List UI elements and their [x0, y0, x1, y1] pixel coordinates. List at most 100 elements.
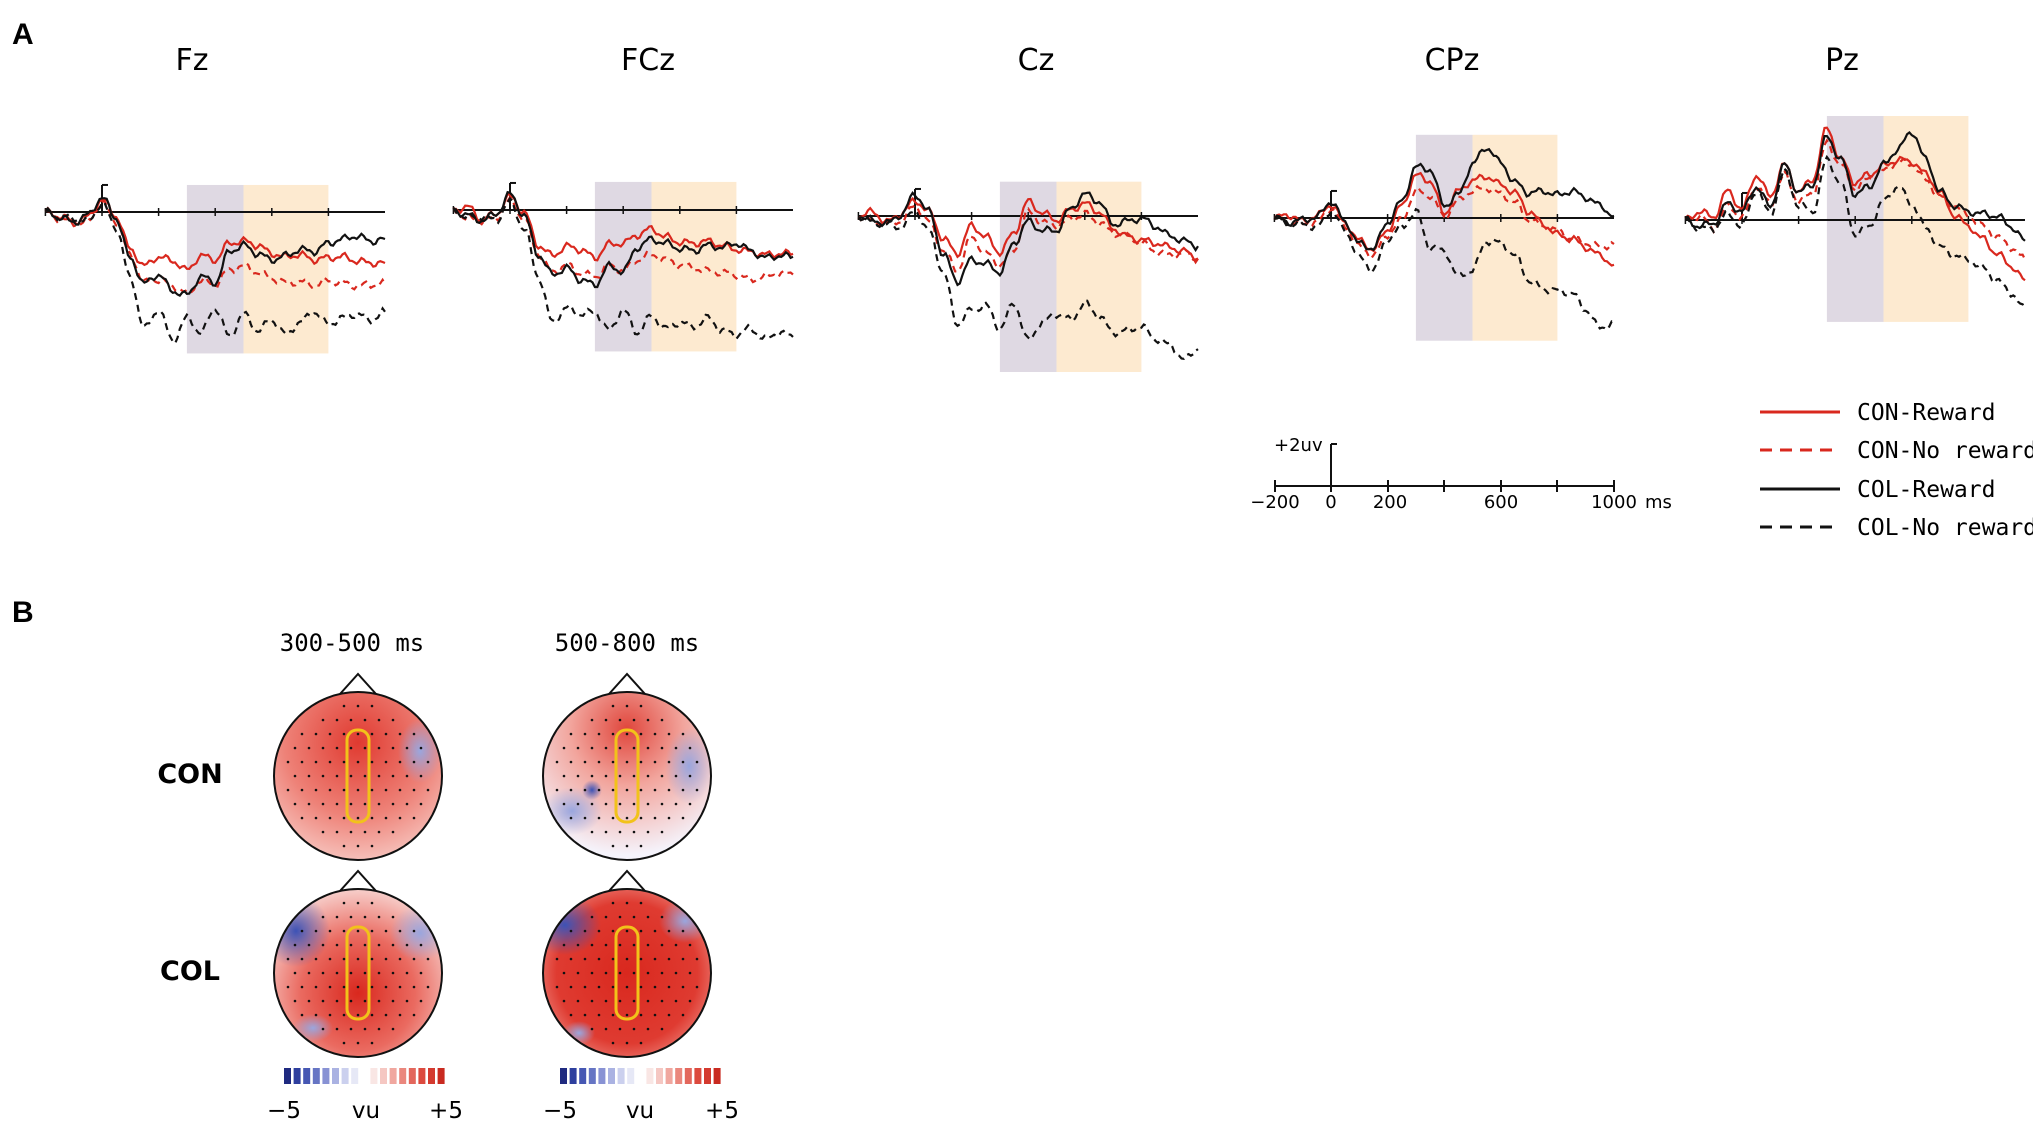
electrode-dot	[321, 915, 325, 919]
electrode-dot	[349, 718, 353, 722]
erp-channel-fcz: FCz	[452, 43, 794, 352]
electrode-dot	[625, 901, 629, 905]
electrode-dot	[653, 1013, 657, 1017]
electrode-dot	[611, 704, 615, 708]
electrode-dot	[384, 788, 388, 792]
topomap-panel: 300-500 ms 500-800 ms CON COL	[157, 629, 739, 1124]
electrode-dot	[426, 788, 430, 792]
electrode-dot	[314, 957, 318, 961]
colorbar-cell	[627, 1068, 635, 1084]
colorbar-cell	[694, 1068, 702, 1084]
electrode-dot	[356, 901, 360, 905]
electrode-dot	[688, 746, 692, 750]
electrode-dot	[412, 788, 416, 792]
electrode-dot	[583, 760, 587, 764]
electrode-dot	[391, 802, 395, 806]
colorbar-cell	[665, 1068, 673, 1084]
electrode-dot	[569, 957, 573, 961]
electrode-dot	[660, 971, 664, 975]
legend: CON-Reward CON-No reward COL-Reward COL-…	[1760, 400, 2033, 541]
electrode-dot	[611, 844, 615, 848]
electrode-dot	[349, 774, 353, 778]
electrode-dot	[646, 774, 650, 778]
electrode-dot	[384, 929, 388, 933]
electrode-dot	[639, 732, 643, 736]
electrode-dot	[349, 830, 353, 834]
electrode-dots	[286, 901, 430, 1045]
series-line-col-no-reward	[857, 209, 1199, 360]
electrode-dot	[611, 1013, 615, 1017]
colorbar-cell	[608, 1068, 615, 1084]
colorbar-cell	[408, 1068, 416, 1084]
electrode-dot	[583, 957, 587, 961]
electrode-dot	[618, 943, 622, 947]
electrode-dot	[335, 943, 339, 947]
electrode-dot	[293, 999, 297, 1003]
electrode-dot	[639, 985, 643, 989]
legend-label-col-no-reward: COL-No reward	[1857, 515, 2033, 541]
electrode-dot	[363, 915, 367, 919]
electrode-dot	[562, 802, 566, 806]
electrode-dot	[632, 943, 636, 947]
electrode-dot	[405, 774, 409, 778]
electrode-dot	[590, 802, 594, 806]
roi-highlight	[345, 925, 371, 1021]
electrode-dot	[681, 957, 685, 961]
electrode-dot	[412, 957, 416, 961]
colorbar-cell	[341, 1068, 349, 1084]
electrode-dot	[363, 971, 367, 975]
electrode-dot	[321, 999, 325, 1003]
electrode-dot	[555, 957, 559, 961]
electrode-dot	[342, 957, 346, 961]
electrode-dot	[321, 1027, 325, 1031]
electrode-dot	[293, 746, 297, 750]
colorbar-min-label: −5	[267, 1098, 301, 1124]
electrode-dot	[632, 915, 636, 919]
time-window-500-800	[1883, 116, 1969, 322]
electrode-dot	[653, 985, 657, 989]
electrode-dot	[618, 802, 622, 806]
electrode-dot	[667, 957, 671, 961]
colorbar-300-500	[284, 1068, 445, 1084]
colorbar-cell	[684, 1068, 692, 1084]
electrode-dot	[660, 802, 664, 806]
electrode-dot	[370, 957, 374, 961]
electrode-dot	[342, 816, 346, 820]
electrode-dot	[412, 985, 416, 989]
electrode-dot	[391, 830, 395, 834]
topo-negative-patch	[390, 905, 442, 961]
series-line-con-no-reward	[44, 199, 386, 294]
series-line-con-reward	[44, 198, 386, 271]
electrode-dot	[356, 929, 360, 933]
electrode-dot	[611, 732, 615, 736]
electrode-dot	[356, 1041, 360, 1045]
channel-title: Fz	[175, 43, 208, 78]
electrode-dot	[639, 957, 643, 961]
electrode-dot	[597, 816, 601, 820]
electrode-dot	[370, 1013, 374, 1017]
colorbar-cell	[399, 1068, 407, 1084]
topo-negative-patch	[398, 719, 442, 783]
electrode-dot	[370, 732, 374, 736]
electrode-dot	[349, 971, 353, 975]
electrode-dot	[583, 929, 587, 933]
nose-marker	[339, 869, 377, 892]
electrode-dot	[618, 830, 622, 834]
electrode-dot	[688, 943, 692, 947]
electrode-dot	[398, 957, 402, 961]
electrode-dot	[300, 1013, 304, 1017]
colorbar-cell	[332, 1068, 339, 1084]
electrode-dot	[660, 746, 664, 750]
electrode-dot	[398, 1013, 402, 1017]
electrode-dot	[370, 844, 374, 848]
electrode-dot	[300, 760, 304, 764]
electrode-dot	[611, 788, 615, 792]
legend-label-col-reward: COL-Reward	[1857, 477, 1995, 503]
electrode-dot	[639, 788, 643, 792]
electrode-dot	[349, 802, 353, 806]
electrode-dot	[632, 746, 636, 750]
electrode-dot	[653, 732, 657, 736]
topo-row-label-con: CON	[157, 759, 222, 790]
scale-bar-ticks	[1274, 480, 1615, 492]
electrode-dot	[377, 943, 381, 947]
